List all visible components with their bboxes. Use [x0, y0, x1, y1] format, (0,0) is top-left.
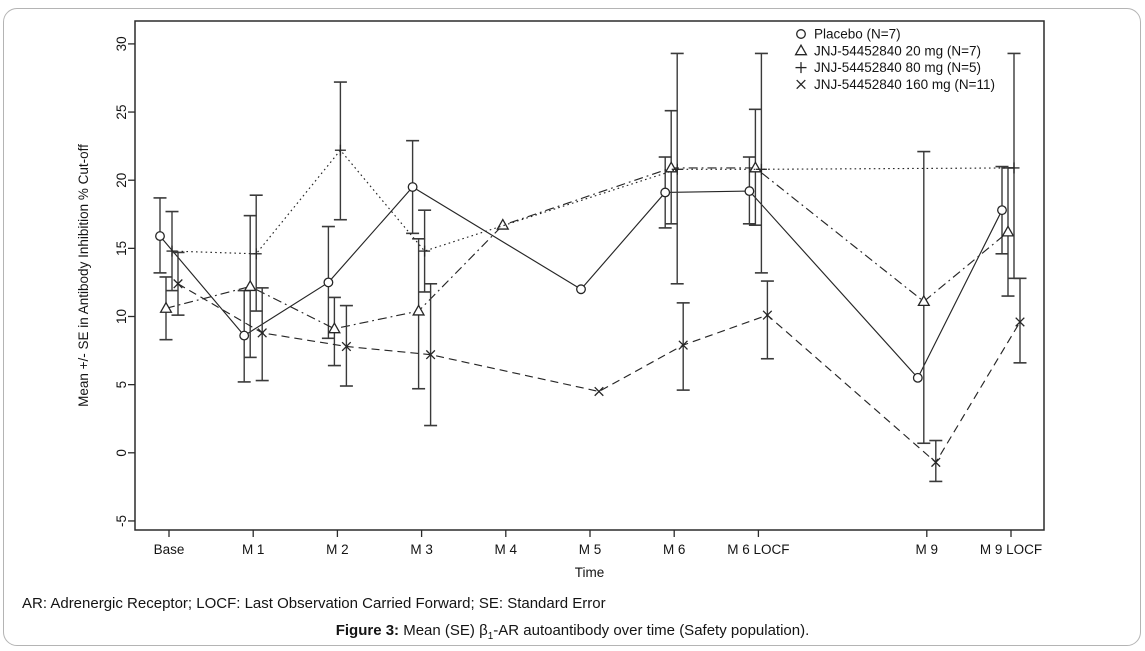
y-axis: -5 0 5 10 15 20 25 30 Mean +/- SE in Antibody In…	[76, 36, 135, 527]
svg-text:M 6 LOCF: M 6 LOCF	[727, 542, 789, 557]
svg-text:M 9 LOCF: M 9 LOCF	[980, 542, 1042, 557]
svg-text:15: 15	[114, 241, 129, 256]
svg-text:25: 25	[114, 105, 129, 120]
svg-text:10: 10	[114, 309, 129, 324]
figure-border	[3, 8, 1141, 646]
x-axis: Base M 1 M 2 M 3 M 4 M 5 M 6 M 6 LOCF M 9 M 9 LOC…	[154, 530, 1042, 580]
series-circle	[153, 139, 1009, 383]
y-axis-label: Mean +/- SE in Antibody Inhibition % Cut…	[76, 144, 91, 407]
caption-before-sub: Mean (SE) β	[399, 622, 488, 639]
svg-text:Placebo (N=7): Placebo (N=7)	[814, 27, 901, 42]
svg-text:M 4: M 4	[495, 542, 518, 557]
svg-text:Base: Base	[154, 542, 185, 557]
svg-text:-5: -5	[114, 515, 129, 527]
svg-text:0: 0	[114, 449, 129, 457]
svg-text:M 6: M 6	[663, 542, 686, 557]
series-triangle	[159, 108, 1015, 445]
svg-text:M 2: M 2	[326, 542, 349, 557]
series-plus	[165, 52, 1021, 312]
svg-text:30: 30	[114, 36, 129, 51]
figure-caption: Figure 3: Mean (SE) β1-AR autoantibody o…	[0, 622, 1145, 642]
svg-text:M 9: M 9	[916, 542, 939, 557]
svg-text:20: 20	[114, 173, 129, 188]
footnote-text: AR: Adrenergic Receptor; LOCF: Last Obse…	[22, 595, 606, 612]
legend: Placebo (N=7)JNJ-54452840 20 mg (N=7) JNJ…	[794, 27, 995, 92]
plot-box	[134, 20, 1045, 531]
caption-label: Figure 3:	[335, 622, 400, 639]
svg-text:JNJ-54452840 20 mg (N=7): JNJ-54452840 20 mg (N=7)	[814, 43, 981, 58]
svg-text:JNJ-54452840 80 mg (N=5): JNJ-54452840 80 mg (N=5)	[814, 60, 981, 75]
svg-text:JNJ-54452840 160 mg (N=11): JNJ-54452840 160 mg (N=11)	[814, 77, 995, 92]
svg-text:M 3: M 3	[410, 542, 433, 557]
line-chart: -5 0 5 10 15 20 25 30 Mean +/- SE in Antibody In…	[76, 20, 1045, 580]
svg-text:M 5: M 5	[579, 542, 602, 557]
caption-subscript: 1	[487, 631, 494, 642]
x-axis-label: Time	[575, 565, 605, 580]
svg-text:M 1: M 1	[242, 542, 265, 557]
svg-text:5: 5	[114, 381, 129, 389]
caption-after-sub: -AR autoantibody over time (Safety popul…	[493, 622, 810, 639]
series-cross	[171, 251, 1027, 483]
